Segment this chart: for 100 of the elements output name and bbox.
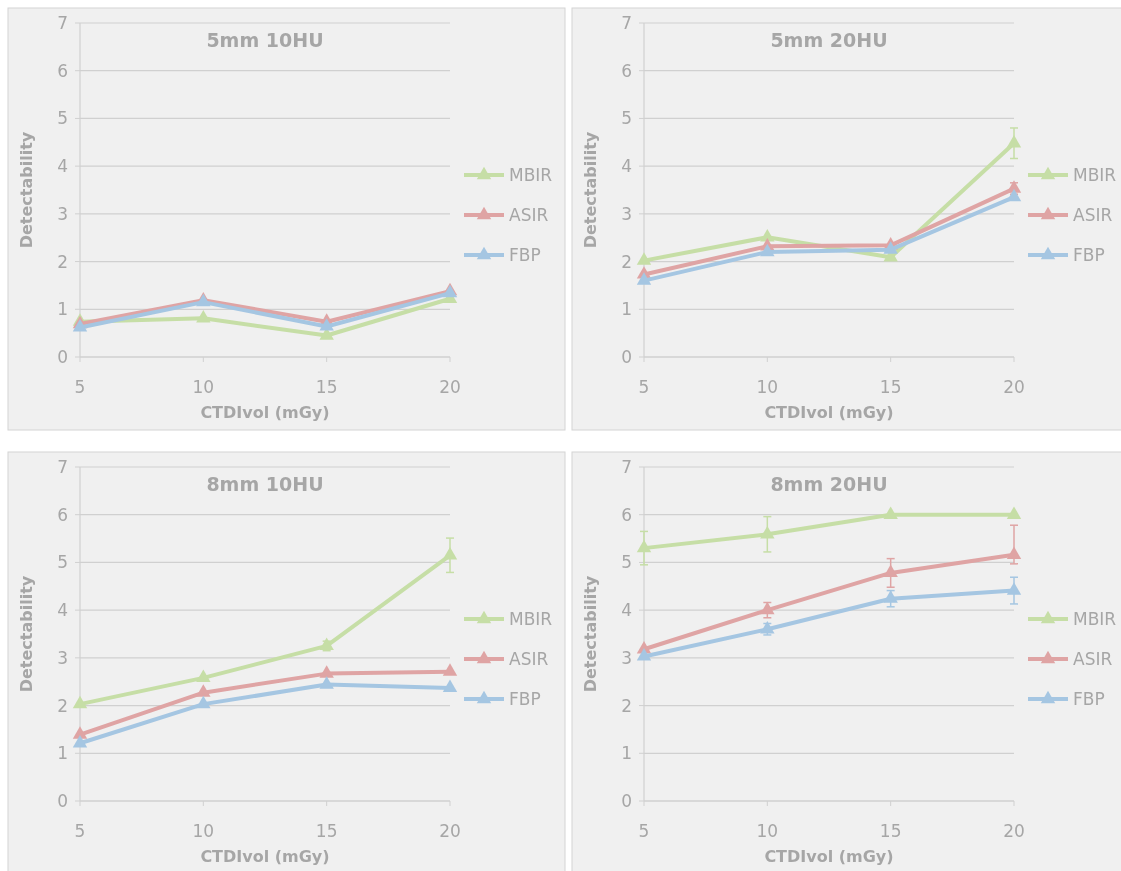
y-tick-label: 2 <box>57 695 68 716</box>
y-tick-label: 4 <box>621 156 632 177</box>
x-tick-label: 10 <box>192 377 215 397</box>
legend-label: MBIR <box>1073 164 1117 185</box>
y-tick-label: 4 <box>621 600 632 621</box>
point <box>196 695 211 709</box>
x-tick-label: 5 <box>638 377 650 397</box>
x-axis-title: CTDIvol (mGy) <box>200 403 330 422</box>
y-tick-label: 2 <box>57 251 68 272</box>
x-tick-label: 10 <box>192 821 215 841</box>
legend-label: ASIR <box>509 648 549 669</box>
point <box>883 506 898 519</box>
x-tick-label: 20 <box>439 821 461 841</box>
y-tick-label: 6 <box>57 504 68 525</box>
y-tick-label: 4 <box>57 156 68 177</box>
legend-label: MBIR <box>1073 608 1117 629</box>
point <box>442 679 458 693</box>
point <box>319 676 334 689</box>
y-tick-label: 7 <box>57 456 68 477</box>
legend-label: ASIR <box>1073 204 1113 225</box>
y-tick-label: 0 <box>57 346 68 367</box>
legend-label: ASIR <box>509 204 549 225</box>
x-tick-label: 20 <box>1003 377 1025 397</box>
chart-title: 5mm 10HU <box>206 29 324 51</box>
y-tick-label: 1 <box>621 743 632 764</box>
x-tick-label: 15 <box>879 821 902 841</box>
y-tick-label: 5 <box>57 552 68 573</box>
x-axis-title: CTDIvol (mGy) <box>764 847 894 866</box>
y-axis-title: Detectability <box>581 575 600 693</box>
x-tick-label: 10 <box>756 377 779 397</box>
point <box>883 241 898 254</box>
x-tick-label: 15 <box>315 377 338 397</box>
y-tick-label: 6 <box>621 60 632 81</box>
y-tick-label: 0 <box>57 790 68 811</box>
point <box>1006 546 1022 559</box>
y-axis-title: Detectability <box>581 131 600 249</box>
y-axis-title: Detectability <box>17 575 36 693</box>
point <box>883 564 898 578</box>
legend-label: FBP <box>1073 244 1105 265</box>
point <box>196 310 211 323</box>
y-tick-label: 6 <box>57 60 68 81</box>
point <box>319 665 334 678</box>
x-axis-title: CTDIvol (mGy) <box>764 403 894 422</box>
x-tick-label: 5 <box>638 821 650 841</box>
point <box>636 648 652 661</box>
point <box>442 546 458 560</box>
point <box>760 601 775 615</box>
point <box>1006 582 1022 595</box>
y-tick-label: 6 <box>621 504 632 525</box>
y-tick-label: 5 <box>621 108 632 129</box>
y-tick-label: 1 <box>621 299 632 320</box>
x-tick-label: 10 <box>756 821 779 841</box>
point <box>636 539 652 553</box>
y-tick-label: 0 <box>621 790 632 811</box>
x-tick-label: 5 <box>74 821 86 841</box>
y-tick-label: 7 <box>57 12 68 33</box>
x-tick-label: 20 <box>1003 821 1025 841</box>
y-tick-label: 5 <box>57 108 68 129</box>
point <box>760 243 775 257</box>
y-tick-label: 7 <box>621 456 632 477</box>
y-tick-label: 0 <box>621 346 632 367</box>
x-tick-label: 20 <box>439 377 461 397</box>
chart-title: 8mm 20HU <box>770 473 888 495</box>
point <box>196 684 211 697</box>
point <box>1006 134 1022 148</box>
y-tick-label: 7 <box>621 12 632 33</box>
point <box>72 319 88 332</box>
point <box>636 272 652 285</box>
legend-label: FBP <box>509 688 541 709</box>
y-tick-label: 2 <box>621 695 632 716</box>
point <box>636 252 652 265</box>
x-tick-label: 15 <box>315 821 338 841</box>
y-tick-label: 3 <box>57 647 68 668</box>
point <box>196 669 211 683</box>
y-tick-label: 3 <box>621 647 632 668</box>
chart-title: 8mm 10HU <box>206 473 324 495</box>
y-tick-label: 2 <box>621 251 632 272</box>
point <box>883 590 898 603</box>
point <box>442 663 458 676</box>
x-tick-label: 15 <box>879 377 902 397</box>
legend-label: FBP <box>509 244 541 265</box>
x-axis-title: CTDIvol (mGy) <box>200 847 330 866</box>
point <box>72 734 88 748</box>
chart-title: 5mm 20HU <box>770 29 888 51</box>
x-tick-label: 5 <box>74 377 86 397</box>
y-tick-label: 4 <box>57 600 68 621</box>
y-tick-label: 1 <box>57 299 68 320</box>
legend-label: FBP <box>1073 688 1105 709</box>
legend-label: MBIR <box>509 164 553 185</box>
point <box>1006 506 1022 519</box>
y-tick-label: 1 <box>57 743 68 764</box>
y-tick-label: 3 <box>57 203 68 224</box>
point <box>760 525 775 539</box>
point <box>1006 188 1022 202</box>
point <box>72 695 88 709</box>
y-tick-label: 3 <box>621 203 632 224</box>
y-axis-title: Detectability <box>17 131 36 249</box>
y-tick-label: 5 <box>621 552 632 573</box>
legend-label: ASIR <box>1073 648 1113 669</box>
point <box>319 318 334 331</box>
